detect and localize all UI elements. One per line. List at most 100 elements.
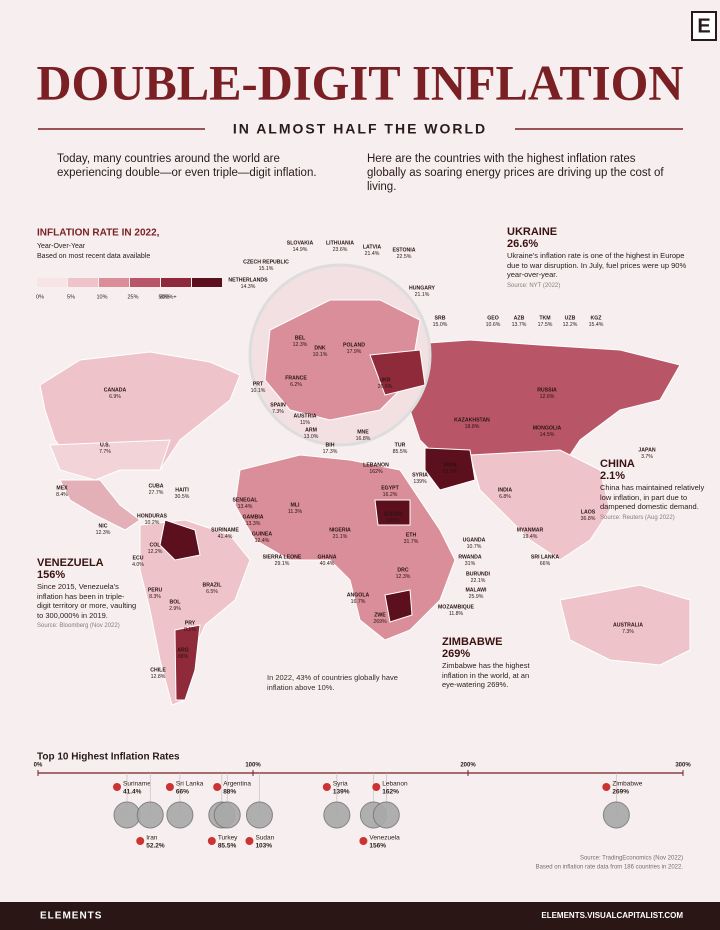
- country-value: 7.7%: [99, 449, 111, 455]
- country-value: 12.2%: [148, 549, 163, 555]
- legend-label: 200%+: [159, 294, 176, 300]
- country-value: 41.4%: [218, 534, 233, 540]
- country-name: BIH: [326, 442, 335, 448]
- country-name: ESTONIA: [393, 247, 416, 253]
- europe: [264, 299, 421, 421]
- country-value: 10.7%: [467, 544, 482, 550]
- legend: INFLATION RATE IN 2022, Year-Over-Year Bas…: [36, 228, 222, 300]
- country-name: INDIA: [498, 487, 512, 493]
- country-name: CUBA: [149, 483, 164, 489]
- country-label: Sudan: [255, 835, 274, 842]
- country-name: NIC: [99, 523, 108, 529]
- country-name: TKM: [539, 315, 550, 321]
- flag: [322, 783, 331, 791]
- legend-label: 5%: [67, 294, 75, 300]
- coin: [602, 801, 630, 829]
- country-name: LAOS: [581, 509, 596, 515]
- callout-source: Source: Bloomberg (Nov 2022): [37, 623, 120, 629]
- country-value: 8.1%: [184, 627, 196, 633]
- country-name: BRAZIL: [202, 582, 222, 588]
- flag: [245, 837, 254, 845]
- country-value: 3.7%: [641, 454, 653, 460]
- callout-source: Source: NYT (2022): [507, 282, 561, 289]
- callout-name: UKRAINE: [507, 226, 558, 238]
- value-label: 85.5%: [218, 843, 237, 850]
- flag: [113, 783, 122, 791]
- source: Based on inflation rate data from 186 co…: [536, 865, 684, 871]
- legend-swatch: [130, 278, 160, 287]
- country-name: LITHUANIA: [326, 240, 354, 246]
- country-name: ECU: [133, 555, 144, 561]
- country-value: 7.3%: [622, 629, 634, 635]
- country-value: 12.3%: [396, 574, 411, 580]
- callout-text: Ukraine's inflation rate is one of the h…: [507, 251, 687, 279]
- country-value: 17.3%: [323, 449, 338, 455]
- country-value: 13.4%: [238, 504, 253, 510]
- flag: [359, 837, 368, 845]
- note: In 2022, 43% of countries globally have …: [267, 673, 398, 692]
- legend-note: Based on most recent data available: [37, 253, 150, 260]
- country-value: 15.1%: [259, 266, 274, 272]
- coin: [136, 801, 164, 829]
- country-name: LATVIA: [363, 244, 382, 250]
- country-name: KGZ: [591, 315, 603, 321]
- country-name: MALAWI: [465, 587, 487, 593]
- legend-label: 10%: [96, 294, 107, 300]
- legend-swatch: [161, 278, 191, 287]
- country-name: HUNGARY: [409, 285, 436, 291]
- legend-title: INFLATION RATE IN 2022,: [37, 228, 160, 239]
- australia: [559, 584, 691, 666]
- country-name: PRT: [253, 381, 264, 387]
- country-value: 4.0%: [132, 562, 144, 568]
- ukraine: [369, 349, 426, 396]
- flag: [602, 783, 611, 791]
- country-value: 139%: [413, 479, 427, 485]
- source: Source: TradingEconomics (Nov 2022): [580, 856, 683, 862]
- legend-label: 25%: [127, 294, 138, 300]
- callout-value: 26.6%: [507, 238, 539, 250]
- country-value: 14.3%: [241, 284, 256, 290]
- country-value: 15.0%: [433, 322, 448, 328]
- country-value: 36.8%: [581, 516, 596, 522]
- country-value: 15.4%: [589, 322, 604, 328]
- flag: [165, 783, 174, 791]
- footer-bar: [0, 902, 720, 930]
- logo-box: [691, 11, 717, 41]
- country-name: FRANCE: [285, 375, 307, 381]
- callout-name: ZIMBABWE: [442, 636, 503, 648]
- value-label: 139%: [333, 789, 350, 796]
- country-value: 16.8%: [356, 436, 371, 442]
- footer-brand: ELEMENTS: [40, 911, 102, 922]
- country-name: ETH: [406, 532, 417, 538]
- value-label: 41.4%: [123, 789, 142, 796]
- country-value: 8.4%: [56, 492, 68, 498]
- country-value: 13.7%: [512, 322, 527, 328]
- country-name: HONDURAS: [137, 513, 168, 519]
- country-value: 25.9%: [469, 594, 484, 600]
- country-label: Argentina: [223, 781, 251, 788]
- callout: UKRAINE 26.6% Ukraine's inflation rate is …: [507, 226, 697, 291]
- country-value: 26.6%: [378, 384, 393, 390]
- value-label: 103%: [255, 843, 272, 850]
- logo: E: [697, 15, 710, 37]
- legend-label: 0%: [36, 294, 44, 300]
- country-name: MNE: [357, 429, 369, 435]
- country-label: Suriname: [123, 781, 151, 788]
- country-name: SENEGAL: [232, 497, 258, 503]
- value-label: 66%: [176, 789, 189, 796]
- country-value: 12.4%: [255, 538, 270, 544]
- coin: [166, 801, 194, 829]
- country-value: 16.7%: [351, 599, 366, 605]
- value-label: 269%: [612, 789, 629, 796]
- country-value: 17.5%: [538, 322, 553, 328]
- country-name: SRI LANKA: [531, 554, 559, 560]
- country-value: 21.4%: [365, 251, 380, 257]
- legend-swatch: [37, 278, 67, 287]
- value-label: 156%: [369, 843, 386, 850]
- country-value: 29.1%: [275, 561, 290, 567]
- country-value: 12.2%: [563, 322, 578, 328]
- country-label: Syria: [333, 781, 348, 788]
- footer-url: ELEMENTS.VISUALCAPITALIST.COM: [541, 911, 683, 920]
